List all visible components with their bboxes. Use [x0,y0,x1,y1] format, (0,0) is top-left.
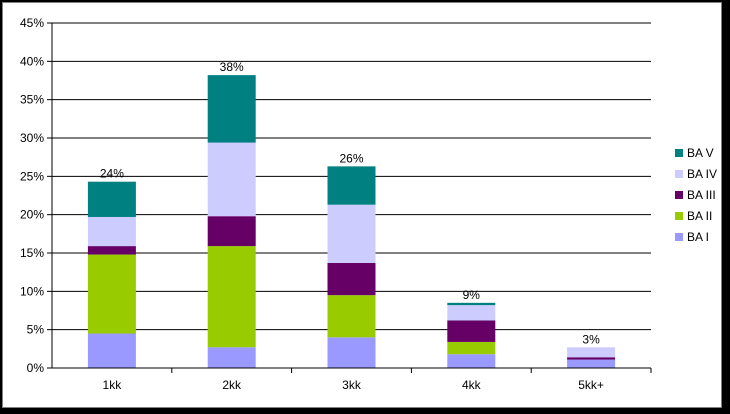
bar-segment [87,246,136,255]
bar-segment [447,341,496,355]
bar-segment [207,75,256,143]
bars [87,75,616,368]
bar-segment [207,216,256,247]
x-tick-label: 3kk [342,378,362,392]
x-tick-label: 4kk [462,378,482,392]
bar-segment [327,262,376,296]
data-labels: 24% 38% 26% 9% 3% [100,60,600,346]
y-tick-label: 5% [27,323,45,337]
chart-frame: 0% 5% 10% 15% 20% 25% 30% 35% 40% 45% 1kk 2kk 3kk 4kk… [2,2,722,408]
y-tick-label: 15% [20,246,44,260]
bar-segment [447,302,496,306]
y-tick-label: 40% [20,54,44,68]
legend-swatch [675,149,683,157]
legend-swatch [675,233,683,241]
bar-total-label: 26% [339,151,363,165]
bar-segment [567,357,616,360]
x-tick-label: 2kk [222,378,242,392]
bar-segment [87,181,136,217]
legend-label: BA I [687,230,709,244]
bar-segment [207,347,256,368]
bar-segment [447,305,496,321]
y-tick-label: 0% [27,361,45,375]
bar-total-label: 24% [100,167,124,181]
y-tick-label: 45% [20,16,44,30]
x-tick-label: 1kk [103,378,123,392]
y-tick-label: 35% [20,93,44,107]
bar-segment [567,359,616,368]
stacked-bar-chart: 0% 5% 10% 15% 20% 25% 30% 35% 40% 45% 1kk 2kk 3kk 4kk… [20,16,717,392]
legend-label: BA IV [687,167,717,181]
bar-segment [207,142,256,217]
legend-swatch [675,170,683,178]
bar-segment [567,347,616,358]
legend-label: BA III [687,188,716,202]
legend: BA V BA IV BA III BA II BA I [675,146,717,244]
bar-segment [447,320,496,342]
bar-segment [327,166,376,205]
bar-segment [327,337,376,368]
bar-total-label: 38% [220,60,244,74]
axes: 0% 5% 10% 15% 20% 25% 30% 35% 40% 45% 1kk 2kk 3kk 4kk… [20,16,652,392]
bar-total-label: 3% [582,332,600,346]
bar-segment [447,354,496,368]
bar-segment [327,295,376,338]
y-tick-label: 10% [20,284,44,298]
legend-label: BA V [687,146,714,160]
y-tick-label: 20% [20,208,44,222]
bar-segment [87,216,136,247]
bar-segment [87,254,136,334]
legend-label: BA II [687,209,712,223]
bar-segment [327,204,376,263]
legend-swatch [675,212,683,220]
bar-total-label: 9% [463,288,481,302]
x-tick-label: 5kk+ [578,378,604,392]
y-tick-label: 25% [20,169,44,183]
bar-segment [207,246,256,348]
y-tick-label: 30% [20,131,44,145]
bar-segment [87,333,136,368]
legend-swatch [675,191,683,199]
